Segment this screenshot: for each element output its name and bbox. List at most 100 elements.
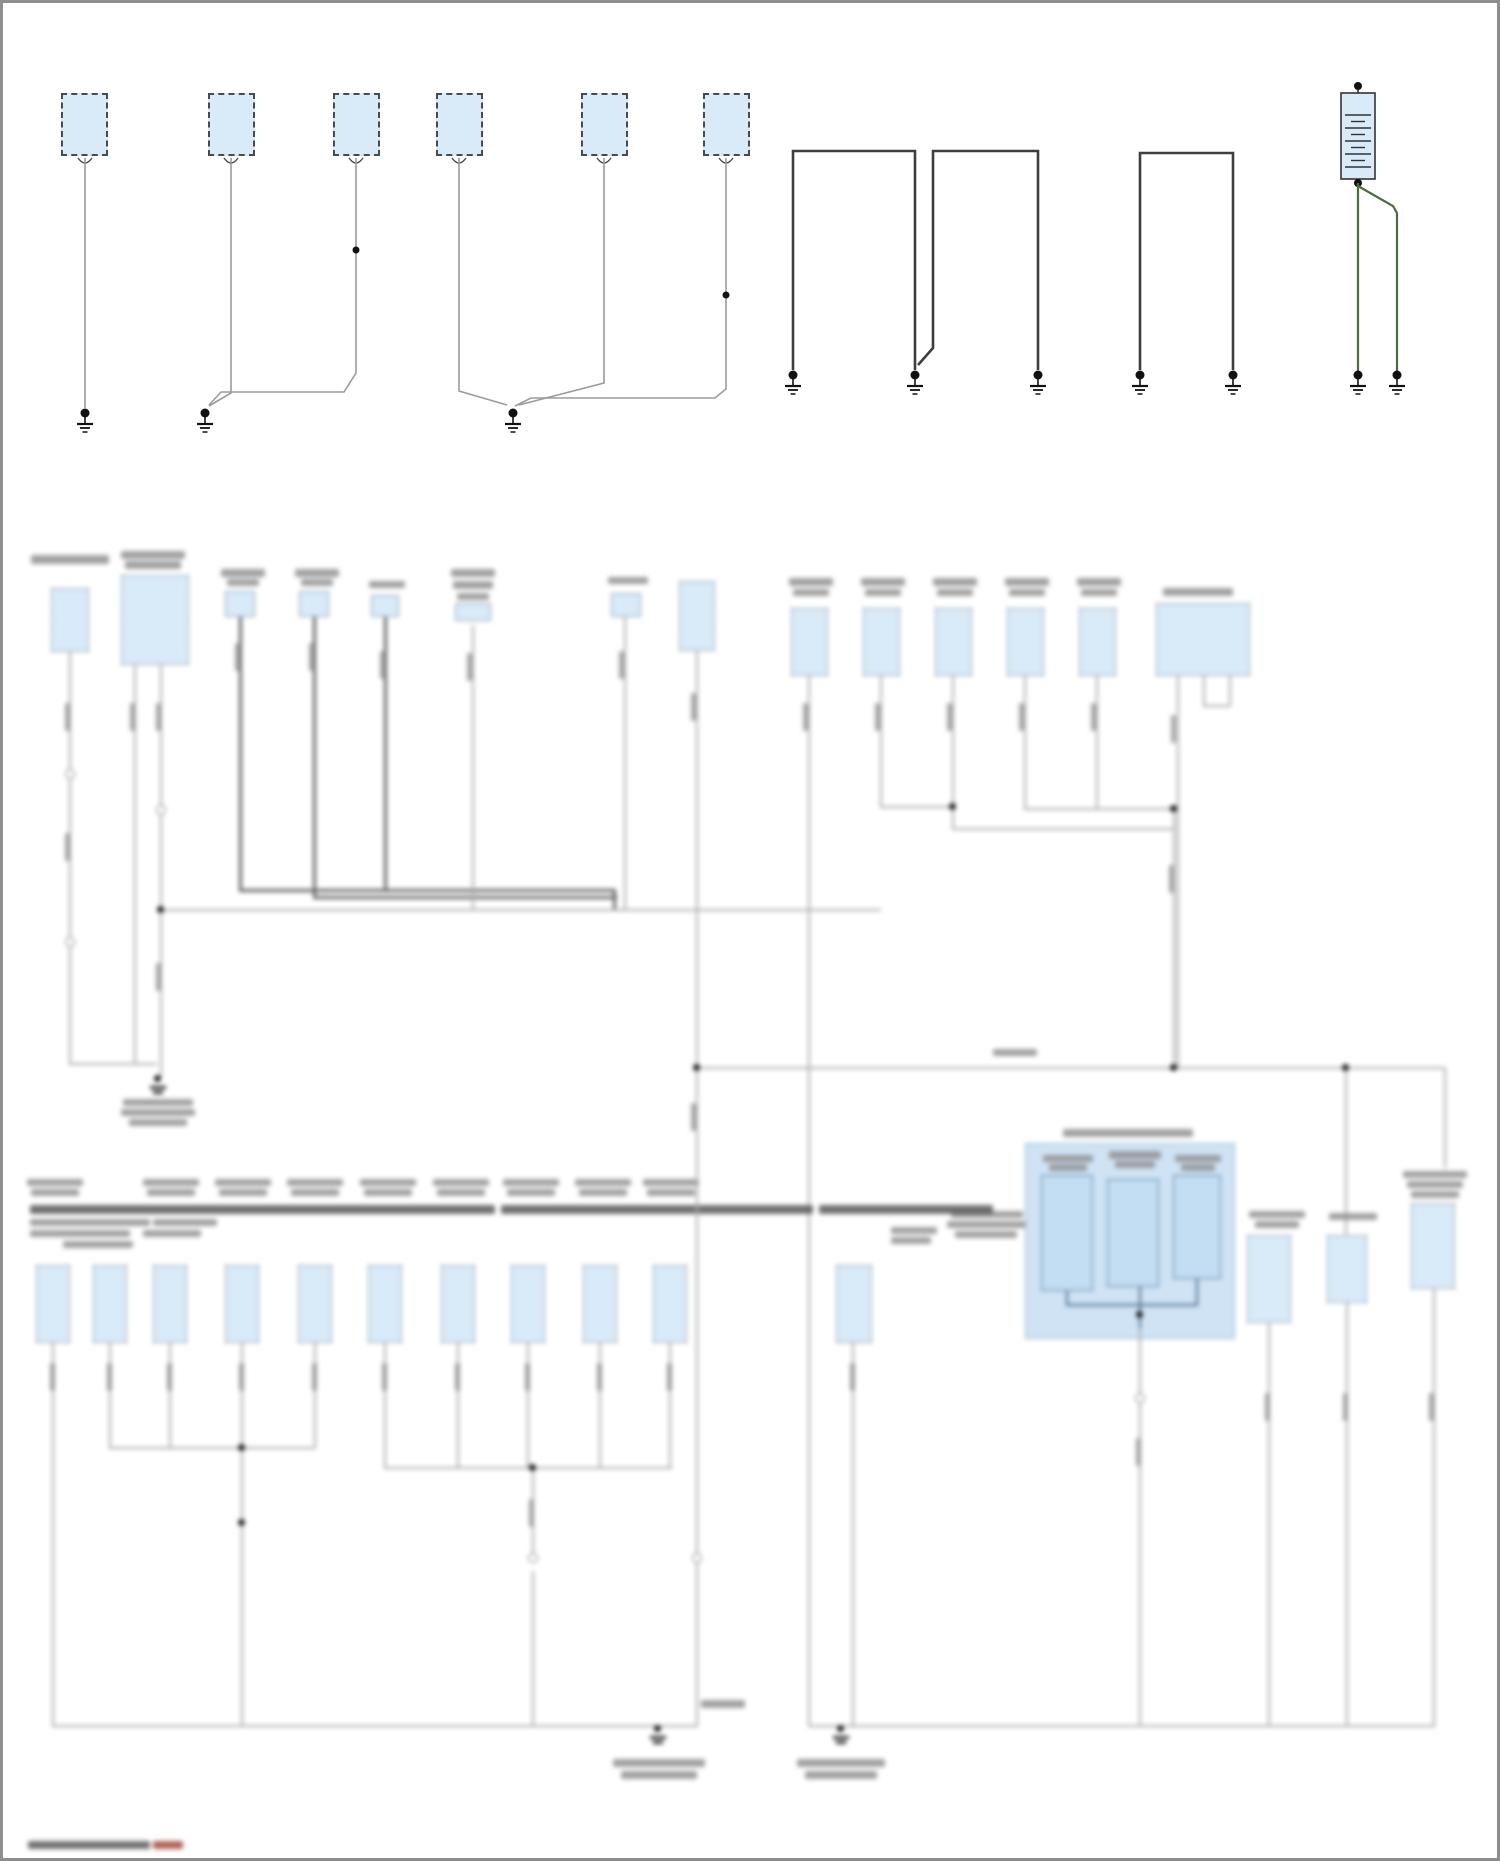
blur-label — [364, 1189, 412, 1196]
blur-wire — [52, 1725, 698, 1727]
blur-label — [125, 561, 181, 569]
blurred-section — [3, 3, 1497, 1858]
blur-connector — [1135, 1393, 1145, 1403]
blur-junction — [1170, 805, 1177, 812]
blur-wire — [532, 1571, 534, 1725]
blur-box — [1079, 608, 1116, 676]
blur-label — [1077, 578, 1121, 586]
blur-wire-label — [597, 1363, 602, 1391]
blur-box — [153, 1265, 187, 1343]
blur-wire-label — [691, 693, 696, 721]
blur-wire — [669, 1343, 671, 1467]
blur-junction — [654, 1725, 661, 1732]
blur-label — [129, 1119, 187, 1126]
blur-wire — [160, 665, 162, 1077]
blur-label — [643, 1179, 699, 1186]
blur-wire-label — [619, 651, 624, 679]
blur-box — [611, 593, 641, 617]
blur-label — [1081, 589, 1117, 596]
blur-wire — [696, 1067, 1445, 1069]
blur-box — [791, 608, 828, 676]
blur-ground — [153, 1091, 163, 1094]
blur-label — [147, 1189, 195, 1196]
blur-label — [1043, 1155, 1093, 1162]
blur-wire-label — [156, 703, 161, 731]
blur-label — [221, 569, 265, 577]
blur-wire-label — [156, 963, 161, 991]
blur-wire-shielded — [239, 889, 615, 892]
blur-label — [1163, 588, 1233, 596]
blur-wire-label — [803, 703, 808, 731]
blur-box — [368, 1265, 402, 1343]
blur-wire — [1096, 676, 1098, 809]
blur-wire-label — [529, 1499, 534, 1527]
blur-box — [121, 575, 189, 665]
blur-label — [861, 578, 905, 586]
blur-wire — [624, 617, 626, 910]
blur-wire — [52, 1343, 54, 1725]
blur-box — [1327, 1235, 1367, 1303]
blur-wire-shielded — [313, 617, 316, 898]
blur-junction — [238, 1519, 245, 1526]
blur-wire — [1140, 1304, 1198, 1306]
blur-box — [225, 1265, 259, 1343]
blur-box — [836, 1265, 872, 1343]
blur-wire-label — [1169, 865, 1174, 893]
blur-label — [227, 579, 259, 586]
blur-wire — [1066, 1291, 1068, 1305]
blur-ground — [650, 1736, 666, 1739]
blur-ground — [653, 1741, 663, 1744]
blur-wire-label — [1265, 1393, 1270, 1421]
blur-wire — [1024, 808, 1175, 810]
blur-label — [789, 578, 833, 586]
blur-box — [1173, 1175, 1221, 1279]
blur-wire-label — [1019, 703, 1024, 731]
blur-label — [613, 1759, 705, 1767]
blur-label — [793, 589, 829, 596]
battery-icon — [1340, 82, 1376, 187]
blur-label — [31, 1189, 79, 1196]
blur-label — [891, 1237, 931, 1244]
blur-wire — [160, 909, 881, 911]
blur-label — [457, 593, 489, 600]
blur-label — [433, 1179, 489, 1186]
blur-box — [36, 1265, 70, 1343]
blur-wire-shielded — [384, 617, 387, 891]
blur-wire-label — [1343, 1393, 1348, 1421]
blur-label — [1115, 1161, 1155, 1168]
blur-label — [507, 1189, 555, 1196]
blur-wire — [1346, 1303, 1348, 1725]
blur-ground — [150, 1086, 166, 1089]
blur-connector — [65, 769, 75, 779]
blur-label — [301, 579, 333, 586]
battery-ground-wire — [1356, 183, 1399, 371]
blur-wire — [1433, 1289, 1435, 1725]
blur-wire — [169, 1343, 171, 1447]
blur-label — [437, 1189, 485, 1196]
blur-wire-label — [235, 643, 240, 671]
blur-label — [503, 1179, 559, 1186]
blur-label — [369, 581, 405, 588]
blur-label — [1175, 1155, 1221, 1162]
blur-wire — [1139, 1287, 1141, 1328]
blur-label — [295, 569, 339, 577]
blur-box — [371, 595, 399, 617]
blur-label — [1005, 578, 1049, 586]
blur-wire-label — [1171, 715, 1176, 743]
component-box-steering-control — [61, 93, 108, 156]
blur-wire — [1177, 676, 1179, 1068]
blur-box — [1411, 1203, 1455, 1289]
blur-label — [291, 1189, 339, 1196]
blur-label — [143, 1179, 199, 1186]
splice-dot — [722, 291, 730, 299]
blur-wire — [1066, 1304, 1141, 1306]
blur-label — [1329, 1213, 1377, 1220]
blur-wire — [1268, 1323, 1270, 1725]
blur-label — [287, 1179, 343, 1186]
blur-ground — [836, 1741, 846, 1744]
blur-box — [441, 1265, 475, 1343]
blur-label — [360, 1179, 416, 1186]
blur-box — [863, 608, 900, 676]
blur-label — [30, 1205, 495, 1214]
blur-label — [31, 555, 109, 564]
